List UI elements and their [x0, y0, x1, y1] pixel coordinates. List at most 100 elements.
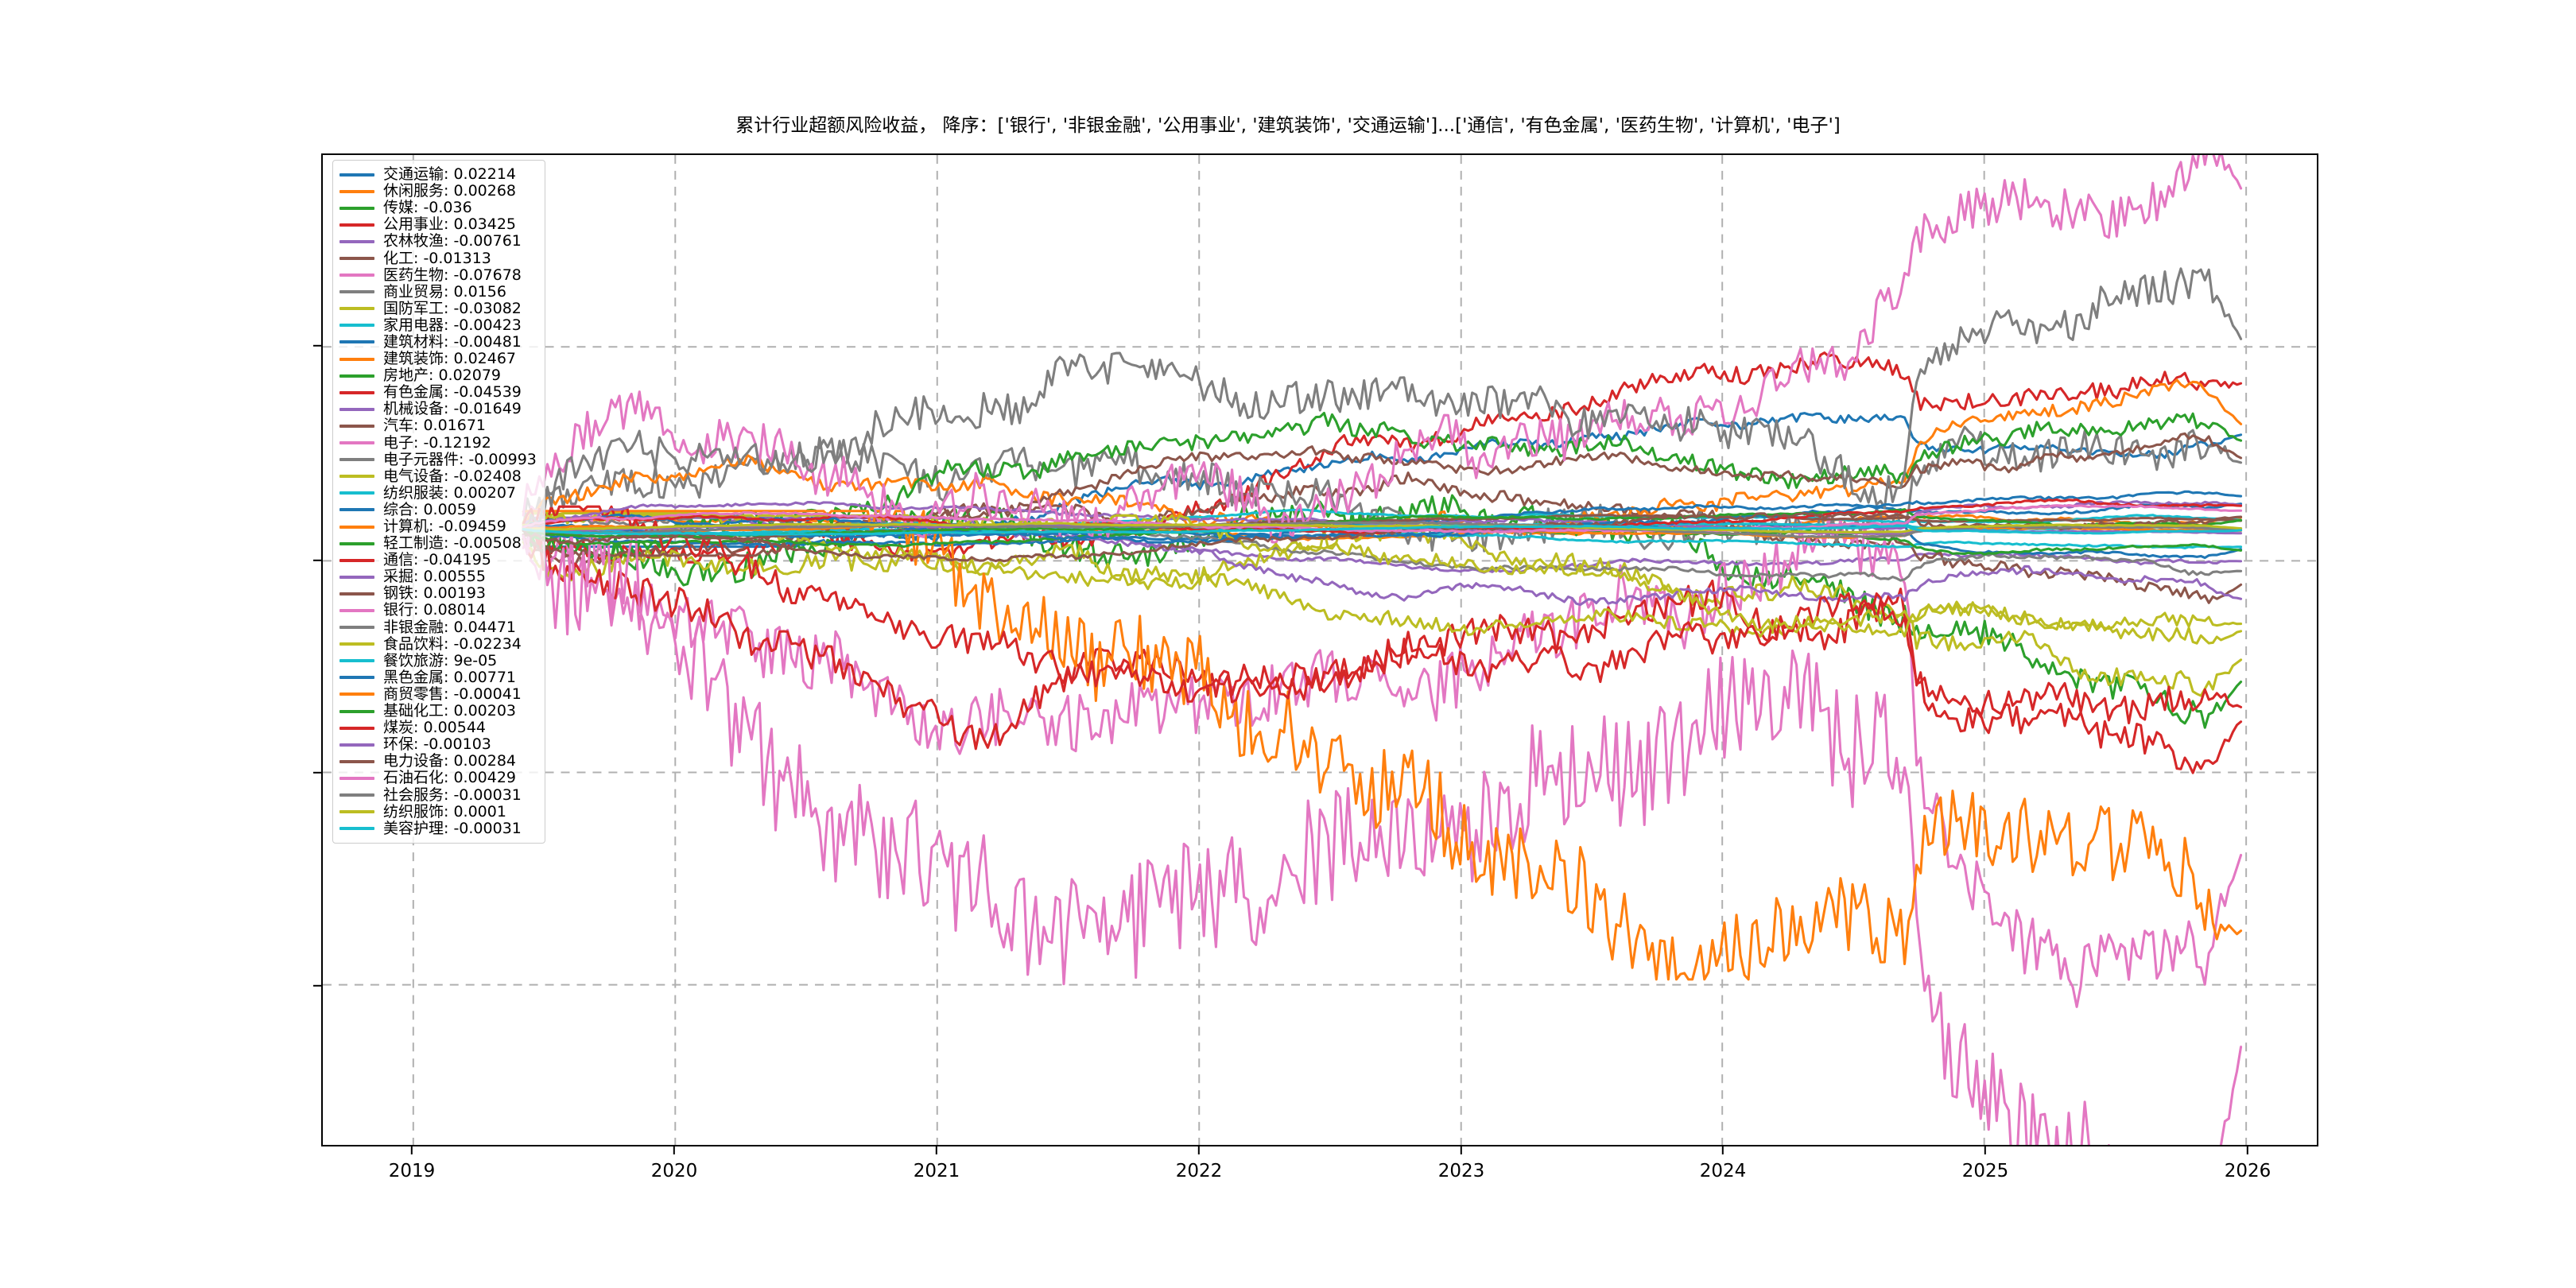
legend-color-swatch [339, 206, 374, 210]
series-line [522, 510, 2243, 981]
legend-color-swatch [339, 558, 374, 562]
legend-item[interactable]: 商业贸易: 0.0156 [339, 284, 537, 301]
legend-color-swatch [339, 475, 374, 479]
legend-item-label: 黑色金属: 0.00771 [383, 668, 517, 686]
legend-item[interactable]: 农林牧渔: -0.00761 [339, 233, 537, 250]
legend-color-swatch [339, 239, 374, 243]
legend-color-swatch [339, 525, 374, 529]
legend-item-label: 商贸零售: -0.00041 [383, 685, 522, 703]
legend-item[interactable]: 环保: -0.00103 [339, 736, 537, 753]
legend-color-swatch [339, 324, 374, 328]
y-axis-tick-mark [313, 344, 321, 347]
legend-item-label: 餐饮旅游: 9e-05 [383, 651, 498, 669]
legend-item[interactable]: 有色金属: -0.04539 [339, 384, 537, 401]
plot-area [321, 153, 2318, 1146]
legend-item[interactable]: 国防军工: -0.03082 [339, 301, 537, 317]
legend-item-label: 建筑装饰: 0.02467 [383, 350, 517, 368]
legend-color-swatch [339, 390, 374, 394]
legend-item[interactable]: 社会服务: -0.00031 [339, 786, 537, 803]
legend-item-label: 电力设备: 0.00284 [383, 752, 517, 770]
legend-item[interactable]: 煤炭: 0.00544 [339, 720, 537, 736]
legend-color-swatch [339, 290, 374, 294]
legend-item[interactable]: 石油石化: 0.00429 [339, 770, 537, 786]
legend-item-label: 轻工制造: -0.00508 [383, 534, 522, 553]
legend-item-label: 基础化工: 0.00203 [383, 702, 517, 720]
legend-item-label: 环保: -0.00103 [383, 735, 491, 754]
legend-item[interactable]: 通信: -0.04195 [339, 552, 537, 568]
y-axis-tick-mark [313, 771, 321, 774]
legend-color-swatch [339, 759, 374, 763]
legend-item[interactable]: 电气设备: -0.02408 [339, 468, 537, 485]
legend-item[interactable]: 美容护理: -0.00031 [339, 821, 537, 837]
legend-item[interactable]: 家用电器: -0.00423 [339, 317, 537, 334]
legend-item-label: 石油石化: 0.00429 [383, 769, 517, 787]
legend-color-swatch [339, 458, 374, 462]
legend-item-label: 非银金融: 0.04471 [383, 618, 517, 636]
legend-item-label: 综合: 0.0059 [383, 500, 476, 518]
legend-item-label: 纺织服装: 0.00207 [383, 483, 517, 502]
legend-color-swatch [339, 659, 374, 663]
legend-item[interactable]: 建筑装饰: 0.02467 [339, 351, 537, 367]
legend-item-label: 机械设备: -0.01649 [383, 400, 522, 418]
x-axis-tick-label: 2026 [2224, 1161, 2271, 1181]
legend-item[interactable]: 建筑材料: -0.00481 [339, 334, 537, 351]
legend-item[interactable]: 纺织服装: 0.00207 [339, 485, 537, 502]
legend-item[interactable]: 商贸零售: -0.00041 [339, 686, 537, 703]
series-line [522, 267, 2243, 532]
legend-color-swatch [339, 575, 374, 579]
x-axis-tick-mark [1460, 1146, 1463, 1154]
legend-item-label: 建筑材料: -0.00481 [383, 332, 522, 351]
legend-item[interactable]: 非银金融: 0.04471 [339, 619, 537, 636]
series-line [522, 514, 2243, 541]
legend-item-label: 通信: -0.04195 [383, 551, 491, 569]
legend-color-swatch [339, 776, 374, 780]
legend-color-swatch [339, 541, 374, 545]
legend-color-swatch [339, 508, 374, 512]
legend-item-label: 休闲服务: 0.00268 [383, 182, 517, 200]
series-line [522, 505, 2243, 1145]
legend-item[interactable]: 公用事业: 0.03425 [339, 216, 537, 233]
x-axis-tick-label: 2024 [1699, 1161, 1747, 1181]
legend-color-swatch [339, 189, 374, 193]
legend-color-swatch [339, 424, 374, 428]
legend-item[interactable]: 餐饮旅游: 9e-05 [339, 653, 537, 669]
x-axis-tick-label: 2019 [388, 1161, 436, 1181]
legend-item[interactable]: 电力设备: 0.00284 [339, 753, 537, 770]
y-axis-tick-mark [313, 984, 321, 987]
legend-item[interactable]: 房地产: 0.02079 [339, 367, 537, 384]
legend-item[interactable]: 轻工制造: -0.00508 [339, 535, 537, 552]
legend-item-label: 家用电器: -0.00423 [383, 316, 522, 334]
series-line [522, 522, 2243, 534]
legend-item[interactable]: 纺织服饰: 0.0001 [339, 804, 537, 821]
legend-item[interactable]: 交通运输: 0.02214 [339, 166, 537, 183]
series-line [522, 155, 2243, 545]
legend-color-swatch [339, 307, 374, 311]
legend-item[interactable]: 传媒: -0.036 [339, 200, 537, 216]
legend-item[interactable]: 计算机: -0.09459 [339, 518, 537, 535]
legend-item[interactable]: 医药生物: -0.07678 [339, 267, 537, 284]
legend-color-swatch [339, 793, 374, 797]
legend-item[interactable]: 化工: -0.01313 [339, 250, 537, 266]
legend[interactable]: 交通运输: 0.02214 休闲服务: 0.00268 传媒: -0.036 公用事业… [332, 160, 545, 844]
legend-item[interactable]: 食品饮料: -0.02234 [339, 636, 537, 653]
legend-item[interactable]: 电子元器件: -0.00993 [339, 452, 537, 468]
legend-color-swatch [339, 340, 374, 344]
legend-color-swatch [339, 491, 374, 495]
legend-item[interactable]: 休闲服务: 0.00268 [339, 183, 537, 200]
legend-item[interactable]: 采掘: 0.00555 [339, 568, 537, 585]
x-axis-tick-mark [935, 1146, 938, 1154]
legend-item[interactable]: 综合: 0.0059 [339, 502, 537, 518]
legend-color-swatch [339, 676, 374, 680]
legend-item[interactable]: 机械设备: -0.01649 [339, 401, 537, 417]
legend-item[interactable]: 电子: -0.12192 [339, 435, 537, 452]
legend-item-label: 交通运输: 0.02214 [383, 165, 517, 184]
legend-item[interactable]: 钢铁: 0.00193 [339, 585, 537, 602]
legend-item-label: 国防军工: -0.03082 [383, 299, 522, 317]
legend-item[interactable]: 黑色金属: 0.00771 [339, 669, 537, 686]
legend-item[interactable]: 银行: 0.08014 [339, 602, 537, 619]
legend-item[interactable]: 基础化工: 0.00203 [339, 703, 537, 720]
legend-color-swatch [339, 274, 374, 277]
legend-item[interactable]: 汽车: 0.01671 [339, 417, 537, 434]
x-axis-tick-mark [1984, 1146, 1987, 1154]
